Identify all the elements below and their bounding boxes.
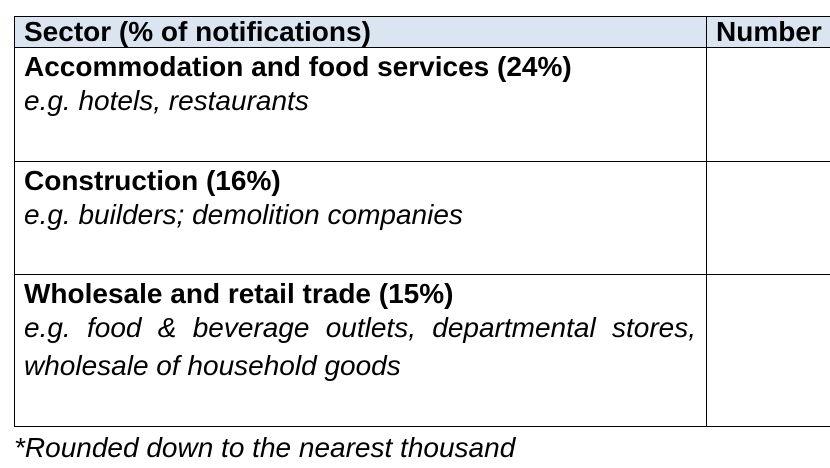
footnote: *Rounded down to the nearest thousand: [14, 432, 516, 463]
table-row: Accommodation and food services (24%) e.…: [14, 47, 830, 162]
sector-example: e.g. food & beverage outlets, department…: [24, 312, 696, 381]
sector-table: Sector (% of notifications) Number Accom…: [14, 16, 830, 427]
column-header-number: Number: [706, 16, 830, 48]
sector-cell: Accommodation and food services (24%) e.…: [14, 47, 707, 162]
table-header-row: Sector (% of notifications) Number: [14, 16, 830, 48]
sector-name: Construction (16%): [24, 165, 281, 196]
sector-cell: Construction (16%) e.g. builders; demoli…: [14, 161, 707, 275]
number-cell: [706, 161, 830, 275]
table-row: Wholesale and retail trade (15%) e.g. fo…: [14, 274, 830, 427]
table-row: Construction (16%) e.g. builders; demoli…: [14, 161, 830, 275]
number-cell: [706, 47, 830, 162]
sector-name: Wholesale and retail trade (15%): [24, 278, 454, 309]
number-cell: [706, 274, 830, 427]
sector-name: Accommodation and food services (24%): [24, 51, 572, 82]
sector-table-container: Sector (% of notifications) Number Accom…: [14, 16, 830, 430]
sector-example: e.g. hotels, restaurants: [24, 85, 309, 116]
sector-cell: Wholesale and retail trade (15%) e.g. fo…: [14, 274, 707, 427]
column-header-sector: Sector (% of notifications): [14, 16, 707, 48]
sector-example: e.g. builders; demolition companies: [24, 199, 463, 230]
